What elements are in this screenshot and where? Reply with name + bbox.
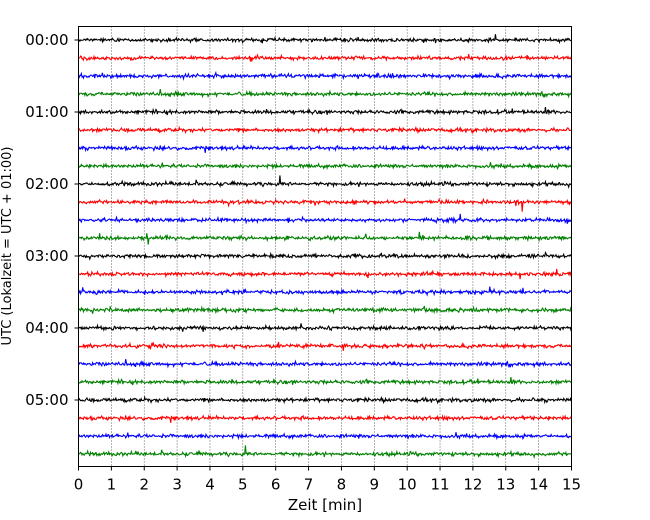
trace-0430 [78,359,572,369]
x-tick-label: 4 [205,476,215,494]
trace-0345 [78,305,573,315]
trace-0300 [78,251,572,261]
trace-0045 [78,89,573,99]
x-tick-label: 2 [139,476,149,494]
trace-0115 [78,125,572,135]
x-tick-label: 15 [562,476,581,494]
x-tick-label: 1 [107,476,117,494]
x-tick-label: 10 [398,476,417,494]
trace-0445 [78,377,572,386]
y-tick-label: 02:00 [25,175,68,193]
trace-0030 [77,70,572,81]
y-tick-label: 04:00 [25,319,68,337]
y-tick-label: 03:00 [25,247,68,265]
trace-0515 [78,414,573,423]
y-tick-label: 01:00 [25,103,68,121]
trace-0215 [78,197,573,212]
x-axis: 0 1 2 3 4 5 6 7 8 9 10 11 12 13 14 15 [74,466,581,494]
x-tick-label: 0 [74,476,84,494]
x-tick-label: 6 [271,476,281,494]
y-tick-label: 00:00 [25,31,68,49]
grid-lines [111,26,539,467]
x-tick-label: 14 [529,476,548,494]
trace-0330 [78,286,572,297]
trace-0545 [78,445,572,459]
x-tick-label: 13 [496,476,515,494]
x-tick-label: 7 [304,476,314,494]
trace-0145 [78,162,572,171]
x-axis-label: Zeit [min] [288,496,362,514]
x-tick-label: 8 [337,476,347,494]
x-tick-label: 9 [370,476,380,494]
trace-0415 [78,341,572,351]
x-tick-label: 11 [430,476,449,494]
trace-0100 [78,107,572,116]
y-axis-label: UTC (Lokalzeit = UTC + 01:00) [0,147,15,346]
trace-0530 [78,432,572,441]
x-tick-label: 3 [172,476,182,494]
trace-0000 [78,34,572,45]
trace-0400 [78,323,573,332]
trace-0245 [78,231,572,245]
trace-0130 [78,144,572,153]
x-tick-label: 5 [238,476,248,494]
trace-0230 [78,213,572,225]
plot-frame [78,26,572,467]
y-tick-label: 05:00 [25,391,68,409]
trace-0315 [78,268,573,280]
y-axis: 00:00 01:00 02:00 03:00 04:00 05:00 [25,31,79,409]
trace-0015 [78,53,573,62]
trace-0500 [77,395,573,405]
trace-group [77,34,573,459]
trace-0200 [78,175,572,189]
x-tick-label: 12 [463,476,482,494]
